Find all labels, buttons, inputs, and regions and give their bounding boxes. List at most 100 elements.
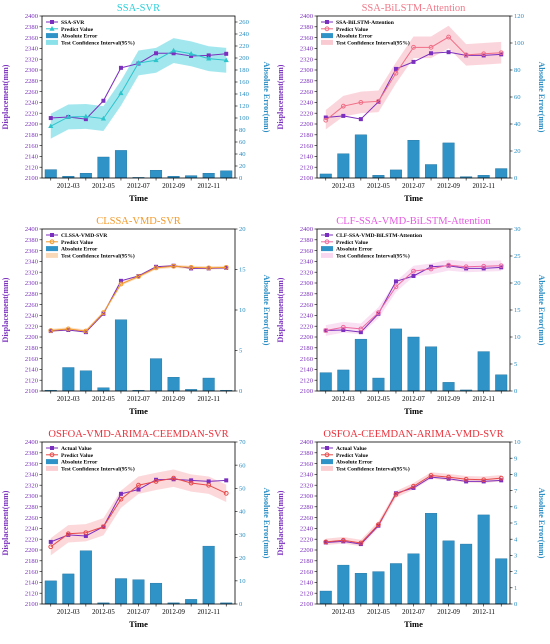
left-axis-label: Displacement(mm) [276,277,285,342]
right-tick-label: 10 [514,334,521,341]
left-tick-label: 2280 [25,78,39,85]
x-tick-label: 2012-11 [197,396,219,403]
left-axis-label: Displacement(mm) [276,490,285,555]
right-tick-label: 120 [239,103,250,110]
actual-point [323,540,328,545]
x-tick-label: 2012-11 [472,396,494,403]
predict-point [358,100,364,105]
predict-point [170,47,177,53]
right-tick-label: 5 [239,348,243,355]
left-tick-label: 2320 [300,482,314,489]
actual-point [171,51,176,56]
left-tick-label: 2160 [300,356,314,363]
right-tick-label: 100 [514,40,525,47]
right-tick-label: 120 [514,13,525,20]
left-tick-label: 2220 [25,323,39,330]
x-tick-label: 2012-11 [472,609,494,616]
right-tick-label: 3 [514,553,518,560]
legend-label: Test Confidence Interval(95%) [336,465,410,472]
left-tick-label: 2220 [300,110,314,117]
left-tick-label: 2280 [25,291,39,298]
left-tick-label: 2100 [300,601,314,608]
predict-point [428,473,434,478]
x-tick-label: 2012-07 [402,183,425,190]
chart-panel-4: CLF-SSA-VMD-BiLSTM-Attention 2100 2120 2140… [276,216,546,416]
predict-point [118,281,124,287]
actual-point [224,478,229,483]
chart-title: OSFOA-CEEMDAN-ARIMA-VMD-SVR [323,429,503,440]
left-tick-label: 2380 [300,237,314,244]
legend-swatch-band [321,465,333,471]
predict-point [101,310,106,316]
error-bar [407,139,420,179]
left-tick-label: 2140 [300,154,314,161]
error-bar [372,377,385,392]
predict-point [153,57,159,63]
right-tick-label: 140 [239,91,250,98]
actual-point [48,539,53,544]
predict-point [153,479,159,484]
predict-point [463,264,469,270]
legend-label: SSA-BiLSTM-Attention [336,20,395,26]
x-tick-label: 2012-09 [437,183,460,190]
confidence-band [50,469,227,556]
left-tick-label: 2140 [300,580,314,587]
left-tick-label: 2140 [25,154,39,161]
x-tick-label: 2012-03 [332,183,355,190]
error-bar [389,328,402,392]
legend-marker [325,233,329,237]
legend-label: Actual Value [336,446,367,452]
right-tick-label: 6 [514,504,518,511]
confidence-band [325,472,502,547]
x-tick-label: 2012-09 [162,396,185,403]
predict-point [376,310,381,316]
predict-point [393,491,399,497]
legend-label: CLF-SSA-VMD-BiLSTM-Attention [336,233,423,239]
error-bar [220,170,233,179]
actual-point [376,311,381,316]
left-tick-label: 2120 [300,377,314,384]
actual-point [118,65,123,70]
left-axis-label: Displacement(mm) [1,490,10,555]
actual-point [83,117,88,122]
right-axis-label: Absolute Error(mm) [262,275,271,346]
right-tick-label: 0 [514,601,518,608]
left-tick-label: 2180 [300,345,314,352]
error-bar [114,578,127,605]
left-tick-label: 2160 [25,356,39,363]
left-tick-label: 2320 [25,482,39,489]
legend-swatch-bar [46,246,58,252]
legend-marker [325,446,329,450]
predict-point [83,113,89,119]
left-tick-label: 2340 [300,472,314,479]
actual-point [48,116,53,121]
left-tick-label: 2180 [300,132,314,139]
left-tick-label: 2280 [25,504,39,511]
predict-point [428,44,434,50]
left-tick-label: 2340 [25,46,39,53]
predict-line [50,477,227,548]
x-tick-label: 2012-05 [367,183,390,190]
error-bar [442,540,455,605]
confidence-band [50,38,227,139]
error-bar [354,134,367,179]
left-tick-label: 2380 [300,24,314,31]
right-tick-label: 2 [514,569,517,576]
error-bar [150,582,163,605]
legend-label: Absolute Error [61,247,98,253]
left-tick-label: 2220 [25,110,39,117]
error-bar [202,377,215,392]
left-tick-label: 2240 [25,526,39,533]
actual-point [393,491,398,496]
left-tick-label: 2300 [300,67,314,74]
predict-point [481,477,487,483]
x-tick-label: 2012-05 [367,609,390,616]
x-axis-label: Time [129,619,148,629]
actual-point [189,478,194,483]
left-tick-label: 2300 [300,280,314,287]
left-tick-label: 2300 [300,493,314,500]
right-tick-label: 25 [514,253,521,260]
legend-label: Test Confidence Interval(95%) [61,465,135,472]
